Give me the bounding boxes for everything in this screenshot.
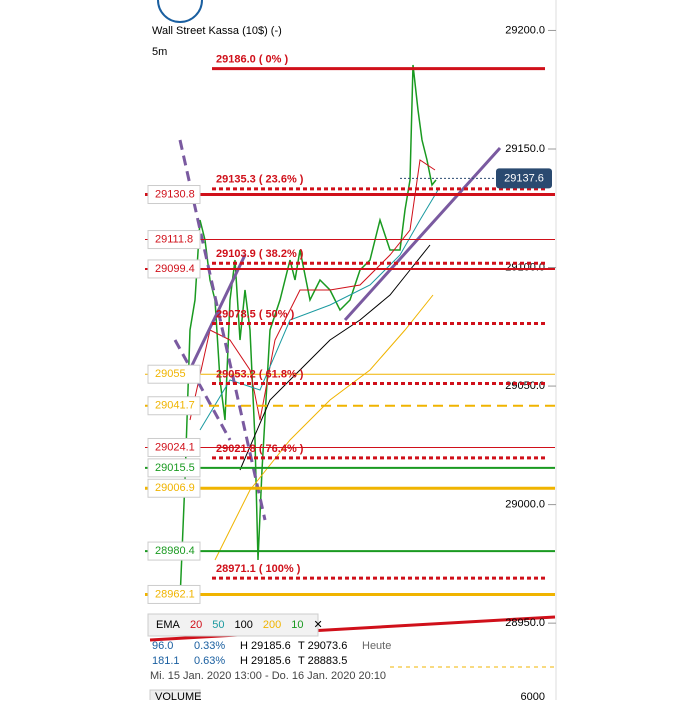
info-low: T 29073.6 — [298, 640, 347, 652]
info-value: 181.1 — [152, 655, 180, 667]
level-tag — [147, 458, 201, 478]
info-percent: 0.33% — [194, 640, 225, 652]
level-tag — [147, 396, 201, 416]
info-high: H 29185.6 — [240, 640, 291, 652]
volume-tick: 6000 — [521, 691, 545, 700]
fib-label: 29021.8 ( 76.4% ) — [216, 443, 304, 455]
y-tick-label: 29150.0 — [505, 143, 545, 155]
y-tick-label: 29050.0 — [505, 380, 545, 392]
y-tick-label: 29200.0 — [505, 24, 545, 36]
level-label: 29111.8 — [155, 233, 193, 245]
info-percent: 0.63% — [194, 655, 225, 667]
legend-item: 10 — [291, 619, 303, 631]
current-price: 29137.6 — [504, 172, 544, 184]
level-label: 29041.7 — [155, 400, 195, 412]
legend-title: EMA — [156, 619, 181, 631]
level-tag — [147, 437, 201, 457]
level-label: 28962.1 — [155, 588, 195, 600]
current-price-tag — [496, 168, 552, 189]
fib-label: 29135.3 ( 23.6% ) — [216, 174, 304, 186]
level-label: 29055 — [155, 368, 186, 380]
y-tick-label: 28950.0 — [505, 617, 545, 629]
info-extra: Heute — [362, 640, 391, 652]
info-value: 96.0 — [152, 640, 173, 652]
title: Wall Street Kassa (10$) (-) — [152, 25, 282, 37]
y-tick-label: 29000.0 — [505, 499, 545, 511]
level-label: 29024.1 — [155, 441, 195, 453]
level-tag — [147, 478, 201, 498]
legend-item: 50 — [212, 619, 224, 631]
level-tag — [147, 541, 201, 561]
level-tag — [147, 259, 201, 279]
price-path — [149, 64, 556, 642]
fib-label: 29186.0 ( 0% ) — [216, 54, 288, 66]
level-label: 29130.8 — [155, 188, 195, 200]
legend-item: 200 — [263, 619, 281, 631]
level-tag — [147, 584, 201, 604]
level-tag — [147, 185, 201, 205]
legend-item: 20 — [190, 619, 202, 631]
level-tag — [147, 230, 201, 250]
info-low: T 28883.5 — [298, 655, 347, 667]
level-label: 29099.4 — [155, 263, 195, 275]
level-label: 29015.5 — [155, 462, 195, 474]
info-high: H 29185.6 — [240, 655, 291, 667]
legend-item: 100 — [235, 619, 253, 631]
level-label: 29006.9 — [155, 482, 195, 494]
fib-label: 29103.9 ( 38.2% ) — [216, 248, 304, 260]
logo — [157, 0, 203, 23]
legend-close[interactable]: ✕ — [313, 619, 322, 631]
fib-label: 29078.5 ( 50% ) — [216, 308, 295, 320]
fib-label: 28971.1 ( 100% ) — [216, 563, 301, 575]
level-label: 28980.4 — [155, 545, 195, 557]
fib-label: 29053.2 ( 61.8% ) — [216, 368, 304, 380]
date-range: Mi. 15 Jan. 2020 13:00 - Do. 16 Jan. 202… — [150, 670, 386, 682]
level-tag — [147, 364, 201, 384]
y-tick-label: 29100.0 — [505, 261, 545, 273]
timeframe: 5m — [152, 46, 167, 58]
volume-label: VOLUME — [155, 691, 201, 700]
legend-bar — [147, 613, 319, 637]
